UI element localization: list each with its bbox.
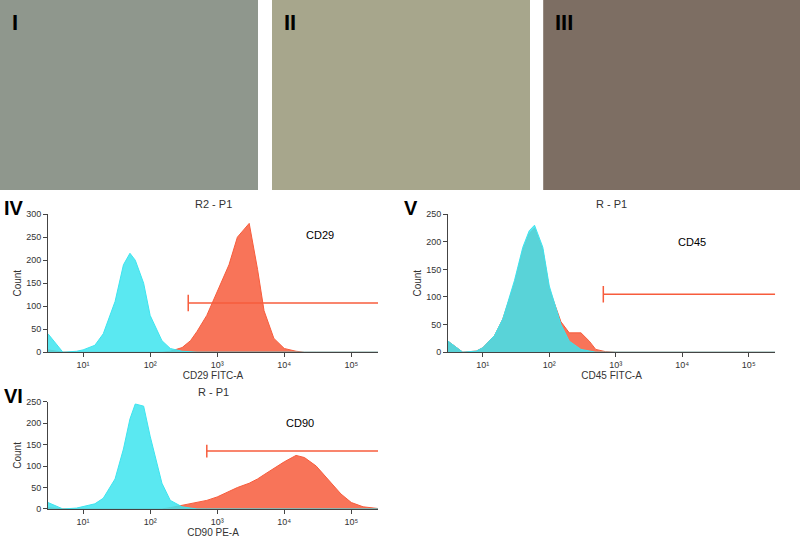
svg-text:R - P1: R - P1 bbox=[596, 198, 627, 210]
svg-text:0: 0 bbox=[36, 504, 41, 514]
svg-text:50: 50 bbox=[31, 324, 41, 334]
svg-text:250: 250 bbox=[26, 232, 41, 242]
svg-text:II: II bbox=[284, 10, 296, 35]
svg-text:Count: Count bbox=[412, 270, 423, 297]
svg-text:CD29: CD29 bbox=[306, 229, 334, 241]
svg-text:10⁴: 10⁴ bbox=[277, 360, 291, 370]
svg-text:10²: 10² bbox=[144, 517, 157, 527]
svg-text:0: 0 bbox=[36, 347, 41, 357]
svg-text:150: 150 bbox=[26, 278, 41, 288]
svg-text:10⁵: 10⁵ bbox=[742, 360, 756, 370]
svg-text:R2 - P1: R2 - P1 bbox=[195, 198, 232, 210]
svg-text:CD45: CD45 bbox=[678, 236, 706, 248]
svg-text:10⁴: 10⁴ bbox=[675, 360, 689, 370]
svg-text:CD29 FITC-A: CD29 FITC-A bbox=[183, 370, 244, 381]
svg-text:200: 200 bbox=[426, 237, 441, 247]
svg-text:50: 50 bbox=[31, 483, 41, 493]
svg-text:150: 150 bbox=[426, 265, 441, 275]
svg-text:10³: 10³ bbox=[211, 360, 224, 370]
svg-text:100: 100 bbox=[426, 292, 441, 302]
svg-text:10³: 10³ bbox=[211, 517, 224, 527]
svg-text:Count: Count bbox=[12, 270, 23, 297]
svg-text:10¹: 10¹ bbox=[476, 360, 489, 370]
svg-text:I: I bbox=[12, 10, 18, 35]
svg-text:CD90 PE-A: CD90 PE-A bbox=[187, 527, 239, 538]
svg-text:300: 300 bbox=[26, 209, 41, 219]
svg-text:10²: 10² bbox=[144, 360, 157, 370]
svg-text:250: 250 bbox=[26, 397, 41, 407]
svg-text:10¹: 10¹ bbox=[77, 360, 90, 370]
svg-text:VI: VI bbox=[4, 385, 23, 407]
svg-text:200: 200 bbox=[26, 418, 41, 428]
svg-text:250: 250 bbox=[426, 209, 441, 219]
svg-text:150: 150 bbox=[26, 440, 41, 450]
svg-text:10⁵: 10⁵ bbox=[344, 517, 358, 527]
svg-text:200: 200 bbox=[26, 255, 41, 265]
svg-text:R - P1: R - P1 bbox=[198, 386, 229, 398]
svg-text:Count: Count bbox=[12, 442, 23, 469]
svg-text:100: 100 bbox=[26, 461, 41, 471]
svg-text:CD90: CD90 bbox=[286, 417, 314, 429]
svg-text:100: 100 bbox=[26, 301, 41, 311]
svg-text:III: III bbox=[555, 10, 573, 35]
svg-text:10⁵: 10⁵ bbox=[344, 360, 358, 370]
svg-text:10³: 10³ bbox=[609, 360, 622, 370]
svg-text:CD45 FITC-A: CD45 FITC-A bbox=[581, 370, 642, 381]
svg-text:50: 50 bbox=[431, 320, 441, 330]
svg-text:10²: 10² bbox=[543, 360, 556, 370]
svg-text:10¹: 10¹ bbox=[77, 517, 90, 527]
svg-text:IV: IV bbox=[4, 197, 24, 219]
svg-text:V: V bbox=[404, 197, 418, 219]
svg-text:10⁴: 10⁴ bbox=[277, 517, 291, 527]
svg-text:0: 0 bbox=[436, 347, 441, 357]
